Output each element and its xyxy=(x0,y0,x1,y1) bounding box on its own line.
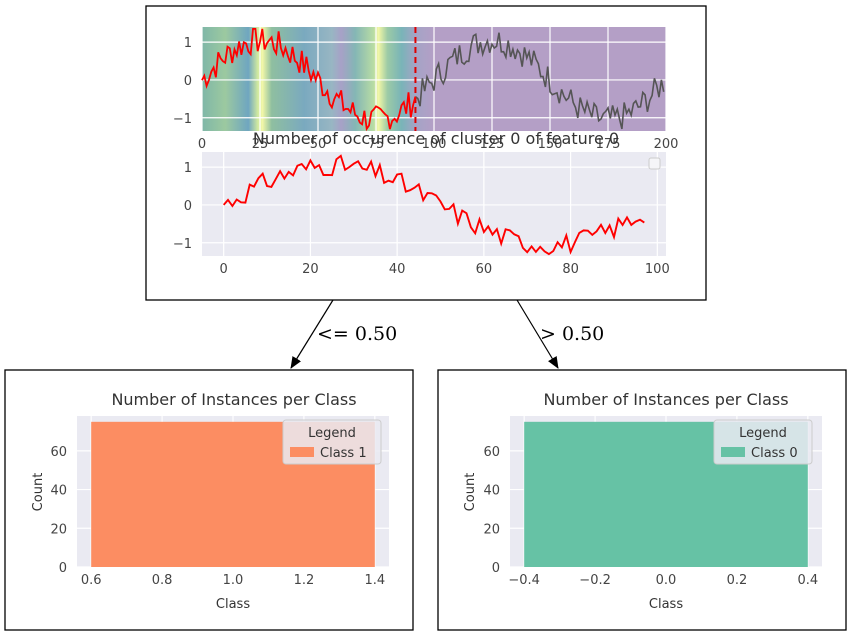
right-legend-label: Class 0 xyxy=(751,446,798,461)
top-plot-x-tick-label: 0 xyxy=(198,137,206,152)
bottom-plot-y-tick-label: 0 xyxy=(184,199,192,214)
top-plot-x-tick-label: 75 xyxy=(368,137,385,152)
right-leaf-y-tick-label: 20 xyxy=(483,522,500,537)
bottom-plot-x-tick-label: 100 xyxy=(645,262,670,277)
left-leaf-y-tick-label: 20 xyxy=(50,522,67,537)
bottom-plot-x-tick-label: 80 xyxy=(562,262,579,277)
right-legend-swatch xyxy=(721,447,745,457)
right-leaf-x-tick-label: −0.4 xyxy=(508,573,540,588)
left-leaf-x-tick-label: 1.0 xyxy=(223,573,244,588)
right-leaf-xlabel: Class xyxy=(649,597,683,612)
right-leaf-y-tick-label: 60 xyxy=(483,445,500,460)
right-leaf-y-tick-label: 40 xyxy=(483,484,500,499)
bottom-plot-x-tick-label: 60 xyxy=(476,262,493,277)
right-edge-arrow xyxy=(516,299,559,369)
root-node-title: Number of occurence of cluster 0 of feat… xyxy=(253,129,619,148)
empty-legend-box xyxy=(648,157,661,170)
subsequence-line xyxy=(222,154,645,256)
right-leaf-legend: Legend Class 0 xyxy=(713,419,813,465)
top-plot-x-tick-label: 200 xyxy=(654,137,679,152)
left-leaf-y-tick-label: 0 xyxy=(59,561,67,576)
top-plot-x-tick-label: 100 xyxy=(422,137,447,152)
bottom-plot-x-tick-label: 0 xyxy=(220,262,228,277)
top-plot-y-tick-label: 0 xyxy=(184,74,192,89)
right-leaf-bar-chart: Number of Instances per Class −0.4 −0.2 0.… xyxy=(463,390,822,612)
left-leaf-bar-chart: Number of Instances per Class 0.6 0.8 1.0 1… xyxy=(31,390,389,612)
left-legend-swatch xyxy=(290,447,314,457)
left-leaf-y-tick-label: 40 xyxy=(50,484,67,499)
bottom-plot-y-tick-label: 1 xyxy=(184,161,192,176)
left-leaf-x-tick-label: 0.8 xyxy=(152,573,173,588)
time-series-rest-line xyxy=(414,32,665,130)
right-leaf-x-tick-label: −0.2 xyxy=(579,573,611,588)
top-plot-x-tick-label: 25 xyxy=(252,137,269,152)
top-plot-y-tick-label: −1 xyxy=(173,112,192,127)
time-series-highlight-line xyxy=(201,28,417,132)
left-legend-label: Class 1 xyxy=(320,446,367,461)
bottom-plot-background xyxy=(202,152,666,256)
left-edge-label: <= 0.50 xyxy=(317,323,397,345)
top-plot-y-tick-label: 1 xyxy=(184,36,192,51)
left-leaf-title: Number of Instances per Class xyxy=(111,390,356,409)
top-time-series-plot: 0 25 50 75 100 125 150 175 200 1 0 −1 xyxy=(173,27,679,152)
right-leaf-y-tick-label: 0 xyxy=(492,561,500,576)
top-plot-x-tick-label: 50 xyxy=(310,137,327,152)
left-leaf-x-tick-label: 1.2 xyxy=(294,573,315,588)
right-leaf-title: Number of Instances per Class xyxy=(543,390,788,409)
right-leaf-x-tick-label: 0.2 xyxy=(727,573,748,588)
right-leaf-ylabel: Count xyxy=(463,473,478,512)
bottom-plot-y-tick-label: −1 xyxy=(173,237,192,252)
left-leaf-xlabel: Class xyxy=(216,597,250,612)
bottom-subsequence-plot: 0 20 40 60 80 100 1 0 −1 xyxy=(173,152,670,277)
left-leaf-ylabel: Count xyxy=(31,473,46,512)
right-legend-title: Legend xyxy=(739,426,787,441)
top-plot-x-tick-label: 175 xyxy=(596,137,621,152)
top-plot-x-tick-label: 125 xyxy=(480,137,505,152)
top-plot-x-tick-label: 150 xyxy=(538,137,563,152)
left-legend-title: Legend xyxy=(308,426,356,441)
right-leaf-x-tick-label: 0.4 xyxy=(797,573,818,588)
left-leaf-y-tick-label: 60 xyxy=(50,445,67,460)
bottom-plot-x-tick-label: 20 xyxy=(302,262,319,277)
right-leaf-x-tick-label: 0.0 xyxy=(656,573,677,588)
right-edge-label: > 0.50 xyxy=(540,323,604,345)
left-leaf-x-tick-label: 1.4 xyxy=(364,573,385,588)
left-leaf-legend: Legend Class 1 xyxy=(282,419,382,465)
bottom-plot-x-tick-label: 40 xyxy=(389,262,406,277)
left-edge-arrow xyxy=(290,299,334,369)
left-leaf-x-tick-label: 0.6 xyxy=(81,573,102,588)
